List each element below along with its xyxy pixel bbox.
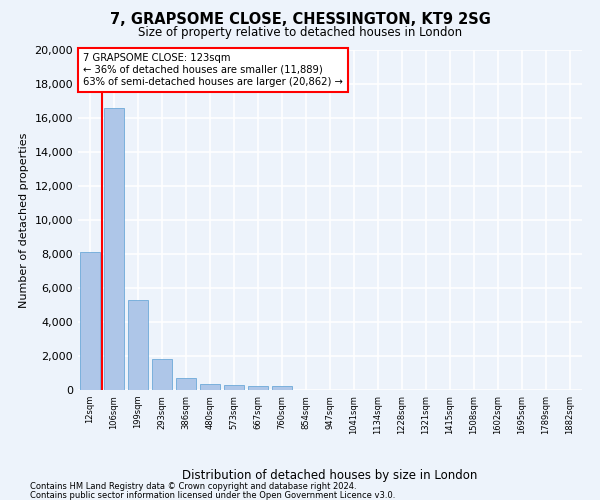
- Text: Size of property relative to detached houses in London: Size of property relative to detached ho…: [138, 26, 462, 39]
- Bar: [152, 358, 172, 390]
- Bar: [224, 385, 244, 390]
- Bar: [272, 386, 292, 390]
- Bar: [200, 384, 220, 390]
- Bar: [248, 386, 268, 390]
- Text: 7, GRAPSOME CLOSE, CHESSINGTON, KT9 2SG: 7, GRAPSOME CLOSE, CHESSINGTON, KT9 2SG: [110, 12, 490, 28]
- Text: Contains public sector information licensed under the Open Government Licence v3: Contains public sector information licen…: [30, 490, 395, 500]
- Text: 7 GRAPSOME CLOSE: 123sqm
← 36% of detached houses are smaller (11,889)
63% of se: 7 GRAPSOME CLOSE: 123sqm ← 36% of detach…: [83, 54, 343, 86]
- Bar: [80, 252, 100, 390]
- Bar: [176, 378, 196, 390]
- Text: Contains HM Land Registry data © Crown copyright and database right 2024.: Contains HM Land Registry data © Crown c…: [30, 482, 356, 491]
- Y-axis label: Number of detached properties: Number of detached properties: [19, 132, 29, 308]
- Bar: [128, 300, 148, 390]
- Bar: [104, 108, 124, 390]
- Text: Distribution of detached houses by size in London: Distribution of detached houses by size …: [182, 470, 478, 482]
